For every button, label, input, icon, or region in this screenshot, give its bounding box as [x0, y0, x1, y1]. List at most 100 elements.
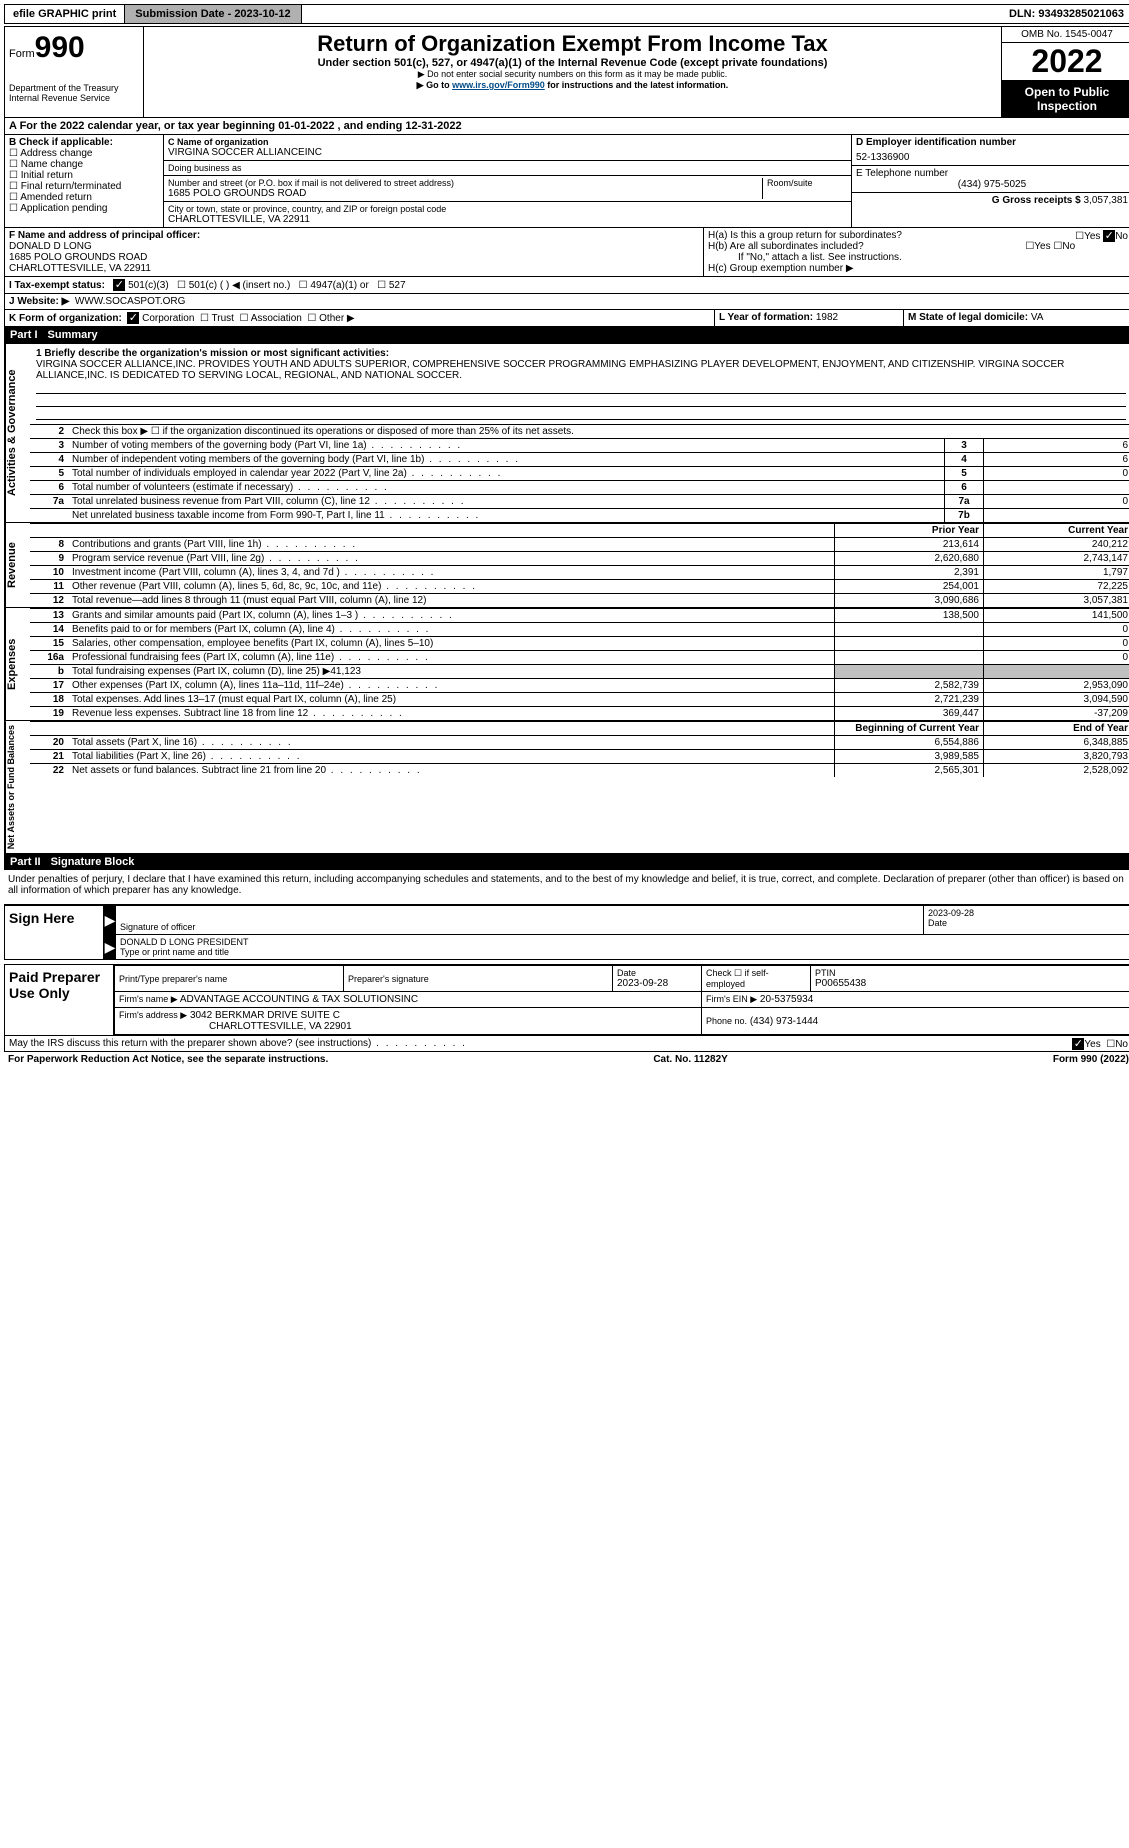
officer-print-name: DONALD D LONG PRESIDENT	[120, 937, 1128, 947]
form-prefix: Form	[9, 48, 35, 60]
efile-label: efile GRAPHIC print	[5, 5, 125, 23]
irs-link[interactable]: www.irs.gov/Form990	[452, 80, 545, 90]
header-right: OMB No. 1545-0047 2022 Open to Public In…	[1001, 27, 1129, 117]
table-row: 4Number of independent voting members of…	[30, 453, 1129, 467]
section-c: C Name of organization VIRGINA SOCCER AL…	[164, 135, 851, 227]
check-amended-return[interactable]: ☐ Amended return	[9, 192, 159, 203]
street-value: 1685 POLO GROUNDS ROAD	[168, 188, 762, 199]
table-row: 20Total assets (Part X, line 16)6,554,88…	[30, 736, 1129, 750]
part-1-header: Part I Summary	[4, 327, 1129, 343]
org-name: VIRGINA SOCCER ALLIANCEINC	[168, 147, 847, 158]
mission-label: 1 Briefly describe the organization's mi…	[36, 348, 1126, 359]
sign-here-block: Sign Here ▶ Signature of officer 2023-09…	[4, 904, 1129, 960]
table-row: 22Net assets or fund balances. Subtract …	[30, 764, 1129, 778]
section-i: I Tax-exempt status: ✓ 501(c)(3) ☐ 501(c…	[4, 277, 1129, 294]
cat-no: Cat. No. 11282Y	[653, 1054, 727, 1065]
open-to-public: Open to Public Inspection	[1002, 81, 1129, 117]
state-domicile: VA	[1031, 312, 1044, 323]
ein-value: 52-1336900	[856, 152, 1128, 163]
section-j: J Website: ▶ WWW.SOCASPOT.ORG	[4, 294, 1129, 310]
netassets-block: Net Assets or Fund Balances Beginning of…	[4, 721, 1129, 854]
header-center: Return of Organization Exempt From Incom…	[144, 27, 1001, 117]
table-row: 8Contributions and grants (Part VIII, li…	[30, 538, 1129, 552]
ein-label: D Employer identification number	[856, 137, 1128, 148]
side-revenue: Revenue	[5, 523, 30, 607]
gross-label: G Gross receipts $	[992, 195, 1081, 206]
netassets-table: Beginning of Current YearEnd of Year 20T…	[30, 721, 1129, 777]
phone-value: (434) 975-5025	[856, 179, 1128, 190]
table-row: 5Total number of individuals employed in…	[30, 467, 1129, 481]
sections-fh: F Name and address of principal officer:…	[4, 228, 1129, 277]
section-h: H(a) Is this a group return for subordin…	[703, 228, 1129, 276]
sign-here-label: Sign Here	[5, 906, 103, 959]
side-expenses: Expenses	[5, 608, 30, 720]
table-row: 10Investment income (Part VIII, column (…	[30, 566, 1129, 580]
check-initial-return[interactable]: ☐ Initial return	[9, 170, 159, 181]
table-row: 16aProfessional fundraising fees (Part I…	[30, 651, 1129, 665]
form-subtitle: Under section 501(c), 527, or 4947(a)(1)…	[148, 57, 997, 69]
table-row: 21Total liabilities (Part X, line 26)3,9…	[30, 750, 1129, 764]
sig-date: 2023-09-28	[928, 908, 1128, 918]
org-name-label: C Name of organization	[168, 137, 847, 147]
form-title: Return of Organization Exempt From Incom…	[148, 31, 997, 57]
table-row: 13Grants and similar amounts paid (Part …	[30, 609, 1129, 623]
section-b: B Check if applicable: ☐ Address change …	[5, 135, 164, 227]
discuss-row: May the IRS discuss this return with the…	[4, 1036, 1129, 1052]
ssn-note: ▶ Do not enter social security numbers o…	[148, 69, 997, 80]
mission-text: VIRGINA SOCCER ALLIANCE,INC. PROVIDES YO…	[36, 359, 1126, 381]
firm-phone: (434) 973-1444	[750, 1016, 818, 1027]
revenue-block: Revenue Prior YearCurrent Year 8Contribu…	[4, 523, 1129, 608]
irs-label: Internal Revenue Service	[9, 93, 139, 103]
form-number: 990	[35, 31, 85, 64]
check-address-change[interactable]: ☐ Address change	[9, 148, 159, 159]
phone-label: E Telephone number	[856, 168, 1128, 179]
part-2-header: Part II Signature Block	[4, 854, 1129, 870]
section-f: F Name and address of principal officer:…	[5, 228, 703, 276]
check-501c3[interactable]: ✓	[113, 279, 125, 291]
expenses-table: 13Grants and similar amounts paid (Part …	[30, 608, 1129, 720]
gross-value: 3,057,381	[1084, 195, 1129, 206]
check-application-pending[interactable]: ☐ Application pending	[9, 203, 159, 214]
table-row: 6Total number of volunteers (estimate if…	[30, 481, 1129, 495]
tax-year: 2022	[1002, 43, 1129, 81]
table-row: 14Benefits paid to or for members (Part …	[30, 623, 1129, 637]
expenses-block: Expenses 13Grants and similar amounts pa…	[4, 608, 1129, 721]
governance-block: Activities & Governance 1 Briefly descri…	[4, 343, 1129, 523]
firm-address: 3042 BERKMAR DRIVE SUITE C	[190, 1010, 340, 1021]
firm-ein: 20-5375934	[760, 994, 813, 1005]
table-row: 9Program service revenue (Part VIII, lin…	[30, 552, 1129, 566]
firm-name: ADVANTAGE ACCOUNTING & TAX SOLUTIONSINC	[180, 994, 418, 1005]
footer: For Paperwork Reduction Act Notice, see …	[4, 1052, 1129, 1067]
table-row: 18Total expenses. Add lines 13–17 (must …	[30, 693, 1129, 707]
table-row: 15Salaries, other compensation, employee…	[30, 637, 1129, 651]
table-row: 12Total revenue—add lines 8 through 11 (…	[30, 594, 1129, 608]
check-final-return[interactable]: ☐ Final return/terminated	[9, 181, 159, 192]
table-row: 3Number of voting members of the governi…	[30, 439, 1129, 453]
form-header: Form990 Department of the Treasury Inter…	[4, 26, 1129, 118]
omb-number: OMB No. 1545-0047	[1002, 27, 1129, 43]
dept-treasury: Department of the Treasury	[9, 83, 139, 93]
sections-bcdeg: B Check if applicable: ☐ Address change …	[4, 135, 1129, 228]
topbar: efile GRAPHIC print Submission Date - 20…	[4, 4, 1129, 24]
table-row: bTotal fundraising expenses (Part IX, co…	[30, 665, 1129, 679]
table-row: 11Other revenue (Part VIII, column (A), …	[30, 580, 1129, 594]
preparer-table: Print/Type preparer's name Preparer's si…	[114, 965, 1129, 1035]
arrow-icon: ▶	[104, 935, 116, 959]
year-formation: 1982	[816, 312, 838, 323]
city-value: CHARLOTTESVILLE, VA 22911	[168, 214, 847, 225]
table-row: 17Other expenses (Part IX, column (A), l…	[30, 679, 1129, 693]
goto-note: ▶ Go to www.irs.gov/Form990 for instruct…	[148, 80, 997, 91]
website-value: WWW.SOCASPOT.ORG	[75, 296, 186, 307]
header-left: Form990 Department of the Treasury Inter…	[5, 27, 144, 117]
preparer-label: Paid Preparer Use Only	[5, 965, 113, 1035]
check-corporation[interactable]: ✓	[127, 312, 139, 324]
table-row: Net unrelated business taxable income fr…	[30, 509, 1129, 523]
preparer-date: 2023-09-28	[617, 978, 697, 989]
declaration-text: Under penalties of perjury, I declare th…	[4, 870, 1129, 900]
room-label: Room/suite	[767, 178, 847, 188]
dba-label: Doing business as	[168, 163, 847, 173]
preparer-block: Paid Preparer Use Only Print/Type prepar…	[4, 964, 1129, 1036]
submission-date: Submission Date - 2023-10-12	[125, 5, 301, 23]
revenue-table: Prior YearCurrent Year 8Contributions an…	[30, 523, 1129, 607]
check-name-change[interactable]: ☐ Name change	[9, 159, 159, 170]
